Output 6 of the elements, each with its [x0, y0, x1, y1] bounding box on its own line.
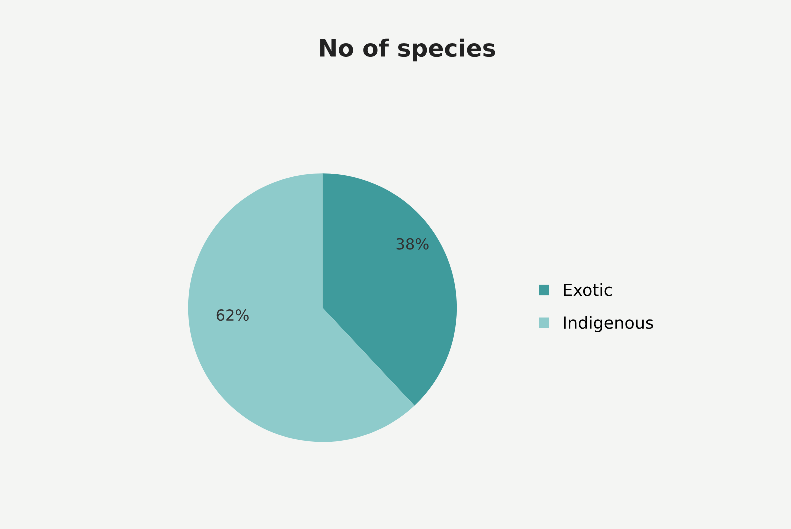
legend-label: Indigenous [564, 316, 654, 332]
legend-label: Exotic [564, 283, 612, 296]
pie-slice [322, 174, 458, 406]
chart-title: No of species [320, 38, 496, 62]
data-label: 38% [396, 238, 429, 250]
data-label: 62% [216, 310, 249, 322]
